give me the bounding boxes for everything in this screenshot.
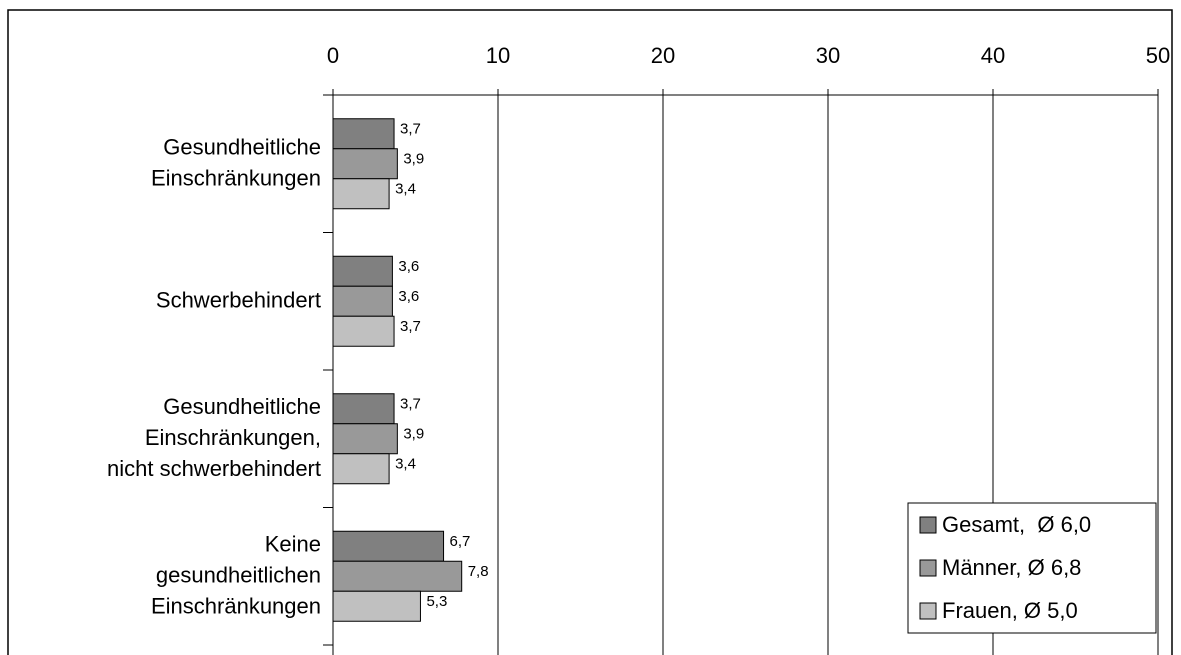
data-label: 5,3 bbox=[426, 593, 447, 610]
x-tick-label: 20 bbox=[651, 43, 675, 68]
bar bbox=[332, 315, 395, 347]
y-tick-label: Keine gesundheitlichen Einschränkungen bbox=[151, 531, 321, 618]
y-tick-label: Gesundheitliche Einschränkungen, nicht sch… bbox=[107, 394, 321, 481]
legend-box bbox=[907, 502, 1157, 634]
bar bbox=[332, 453, 390, 485]
y-tick-label: Gesundheitliche Einschränkungen bbox=[151, 134, 321, 190]
bar bbox=[332, 118, 395, 150]
bar bbox=[332, 393, 395, 425]
y-tick-label-line: Keine bbox=[265, 531, 321, 556]
y-tick-label-line: Schwerbehindert bbox=[156, 287, 321, 312]
x-tick-label: 40 bbox=[981, 43, 1005, 68]
y-tick-label-line: Einschränkungen bbox=[151, 593, 321, 618]
x-tick-label: 0 bbox=[327, 43, 339, 68]
x-tick-label: 30 bbox=[816, 43, 840, 68]
data-label: 3,9 bbox=[403, 426, 424, 443]
data-label: 3,4 bbox=[395, 456, 416, 473]
data-label: 6,7 bbox=[450, 533, 471, 550]
y-tick-label-line: gesundheitlichen bbox=[156, 562, 321, 587]
bar bbox=[332, 423, 398, 455]
data-label: 3,9 bbox=[403, 151, 424, 168]
y-tick-label-line: Einschränkungen, bbox=[145, 425, 321, 450]
bar bbox=[332, 148, 398, 180]
bar bbox=[332, 255, 393, 287]
x-tick-label: 10 bbox=[486, 43, 510, 68]
legend-swatch bbox=[919, 559, 937, 577]
bar bbox=[332, 560, 463, 592]
data-label: 3,7 bbox=[400, 396, 421, 413]
legend-label: Frauen, Ø 5,0 bbox=[942, 598, 1078, 623]
data-label: 3,4 bbox=[395, 181, 416, 198]
bar bbox=[332, 530, 445, 562]
data-label: 3,6 bbox=[398, 288, 419, 305]
y-tick-label: Schwerbehindert bbox=[156, 287, 321, 312]
y-tick-label-line: Gesundheitliche bbox=[163, 134, 321, 159]
bar bbox=[332, 590, 421, 622]
data-label: 3,7 bbox=[400, 318, 421, 335]
legend-swatch bbox=[919, 516, 937, 534]
bar bbox=[332, 285, 393, 317]
bar bbox=[332, 178, 390, 210]
data-label: 3,6 bbox=[398, 258, 419, 275]
y-tick-label-line: Einschränkungen bbox=[151, 165, 321, 190]
data-label: 3,7 bbox=[400, 121, 421, 138]
legend-label: Gesamt, Ø 6,0 bbox=[942, 512, 1091, 537]
legend-label: Männer, Ø 6,8 bbox=[942, 555, 1081, 580]
frame bbox=[7, 9, 1173, 655]
y-tick-label-line: nicht schwerbehindert bbox=[107, 456, 321, 481]
data-label: 7,8 bbox=[468, 563, 489, 580]
y-tick-label-line: Gesundheitliche bbox=[163, 394, 321, 419]
x-tick-label: 50 bbox=[1146, 43, 1170, 68]
legend-swatch bbox=[919, 602, 937, 620]
